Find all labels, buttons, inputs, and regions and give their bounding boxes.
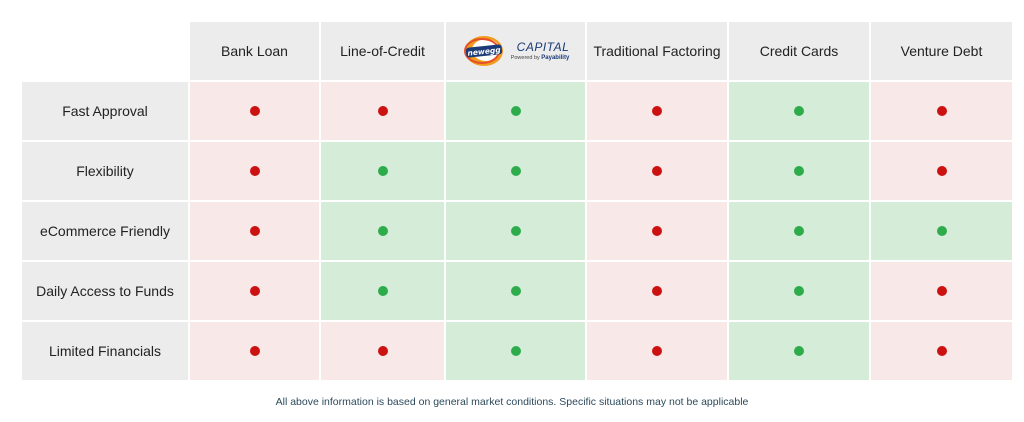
table-cell	[587, 82, 727, 140]
green-dot-icon	[794, 106, 804, 116]
column-header-label: Bank Loan	[221, 43, 288, 59]
table-cell	[190, 262, 319, 320]
green-dot-icon	[794, 346, 804, 356]
table-cell	[729, 142, 869, 200]
green-dot-icon	[377, 226, 388, 236]
red-dot-icon	[652, 346, 662, 356]
red-dot-icon	[249, 106, 260, 116]
red-dot-icon	[652, 166, 662, 176]
table-cell	[190, 142, 319, 200]
newegg-capital-logo: newegg CAPITAL Powered by Payability	[462, 34, 570, 68]
table-cell	[587, 322, 727, 380]
table-cell	[446, 142, 585, 200]
green-dot-icon	[510, 286, 521, 296]
table-cell	[587, 202, 727, 260]
table-cell	[190, 322, 319, 380]
red-dot-icon	[377, 346, 388, 356]
table-cell	[729, 202, 869, 260]
green-dot-icon	[794, 226, 804, 236]
table-cell	[871, 322, 1012, 380]
red-dot-icon	[249, 226, 260, 236]
column-header-label: Venture Debt	[900, 43, 983, 59]
logo-brand-text: newegg	[467, 45, 502, 57]
green-dot-icon	[377, 166, 388, 176]
green-dot-icon	[510, 346, 521, 356]
footnote: All above information is based on genera…	[275, 396, 749, 408]
green-dot-icon	[510, 166, 521, 176]
red-dot-icon	[936, 346, 947, 356]
red-dot-icon	[377, 106, 388, 116]
red-dot-icon	[936, 106, 947, 116]
red-dot-icon	[936, 286, 947, 296]
table-cell	[446, 202, 585, 260]
green-dot-icon	[510, 226, 521, 236]
red-dot-icon	[936, 166, 947, 176]
table-cell	[321, 82, 444, 140]
green-dot-icon	[794, 286, 804, 296]
green-dot-icon	[794, 166, 804, 176]
table-cell	[190, 202, 319, 260]
table-cell	[587, 142, 727, 200]
table-cell	[587, 262, 727, 320]
column-header-bank-loan: Bank Loan	[190, 22, 319, 80]
row-label: Limited Financials	[22, 322, 188, 380]
table-cell	[446, 262, 585, 320]
table-cell	[729, 82, 869, 140]
row-label: eCommerce Friendly	[22, 202, 188, 260]
table-cell	[321, 142, 444, 200]
table-cell	[190, 82, 319, 140]
green-dot-icon	[936, 226, 947, 236]
green-dot-icon	[377, 286, 388, 296]
column-header-credit-cards: Credit Cards	[729, 22, 869, 80]
table-cell	[871, 202, 1012, 260]
newegg-logo-icon: newegg	[463, 36, 503, 66]
row-label: Fast Approval	[22, 82, 188, 140]
table-cell	[446, 82, 585, 140]
table-cell	[729, 322, 869, 380]
green-dot-icon	[510, 106, 521, 116]
column-header-venture-debt: Venture Debt	[871, 22, 1012, 80]
row-label: Flexibility	[22, 142, 188, 200]
red-dot-icon	[652, 286, 662, 296]
table-cell	[446, 322, 585, 380]
column-header-label: Traditional Factoring	[593, 43, 721, 59]
table-cell	[321, 262, 444, 320]
logo-powered-text: Powered by	[510, 54, 540, 61]
comparison-table: Bank Loan Line-of-Credit newegg CAPITAL …	[22, 22, 1012, 380]
table-cell	[871, 82, 1012, 140]
table-cell	[321, 202, 444, 260]
table-corner	[22, 22, 188, 80]
red-dot-icon	[652, 106, 662, 116]
logo-capital-text: CAPITAL	[516, 39, 570, 54]
red-dot-icon	[249, 346, 260, 356]
table-cell	[871, 142, 1012, 200]
logo-partner-text: Payability	[541, 54, 570, 61]
table-cell	[871, 262, 1012, 320]
row-label: Daily Access to Funds	[22, 262, 188, 320]
column-header-label: Credit Cards	[759, 43, 839, 59]
table-cell	[321, 322, 444, 380]
column-header-newegg-capital: newegg CAPITAL Powered by Payability	[446, 22, 585, 80]
table-cell	[729, 262, 869, 320]
red-dot-icon	[249, 166, 260, 176]
red-dot-icon	[249, 286, 260, 296]
red-dot-icon	[652, 226, 662, 236]
column-header-line-of-credit: Line-of-Credit	[321, 22, 444, 80]
column-header-label: Line-of-Credit	[340, 43, 425, 59]
column-header-traditional-factoring: Traditional Factoring	[587, 22, 727, 80]
